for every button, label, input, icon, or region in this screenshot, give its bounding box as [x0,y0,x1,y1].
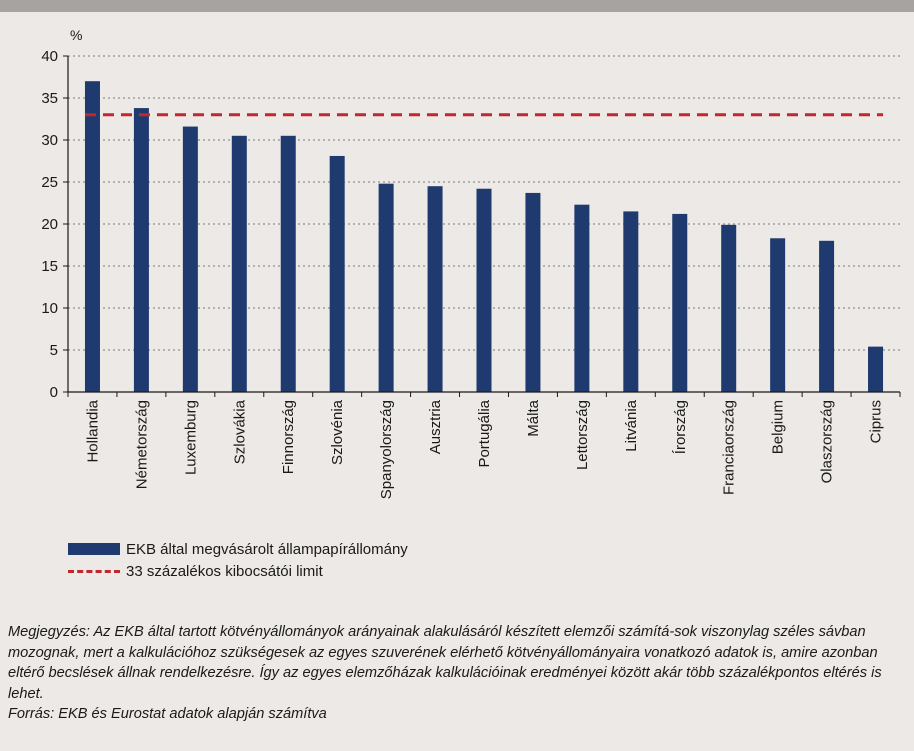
source-text: Forrás: EKB és Eurostat adatok alapján s… [8,706,327,722]
bar [329,155,345,392]
y-tick-label: 25 [41,174,58,191]
x-tick-label: Olaszország [819,400,836,483]
bar [182,126,198,392]
note-text: Megjegyzés: Az EKB által tartott kötvény… [8,624,882,702]
bars [84,81,884,393]
y-tick-label: 20 [41,216,58,233]
y-tick-label: 0 [50,384,58,401]
bar [427,186,443,392]
bar [476,188,492,392]
bar [623,211,639,392]
x-tick-label: Ausztria [427,399,444,454]
x-tick-label: Hollandia [84,399,101,462]
x-tick-label: Litvánia [623,399,640,451]
notes: Megjegyzés: Az EKB által tartott kötvény… [8,622,908,725]
bar [231,135,247,393]
x-tick-label: Ciprus [868,400,885,443]
legend-swatch-line [68,569,120,573]
bar [133,108,149,392]
y-tick-label: 15 [41,258,58,275]
legend-swatch-bar [68,543,120,555]
bar [868,346,884,392]
y-tick-label: 40 [41,48,58,65]
x-tick-label: Írország [672,400,689,454]
y-tick-label: 5 [50,342,58,359]
axis-labels: 0 5 10 15 20 25 30 35 40% Hollandia Németország Lux… [41,27,884,499]
bar [280,135,296,393]
x-tick-label: Spanyolország [378,400,395,499]
bar [525,192,541,392]
bar [574,204,590,392]
y-tick-label: 35 [41,90,58,107]
x-tick-label: Belgium [770,400,787,454]
x-tick-label: Szlovénia [329,399,346,465]
x-tick-label: Luxemburg [182,400,199,475]
x-tick-label: Lettország [574,400,591,470]
y-tick-label: 10 [41,300,58,317]
x-tick-label: Finnország [280,400,297,474]
x-tick-label: Szlovákia [231,399,248,464]
x-tick-label: Portugália [476,399,493,467]
bar-chart: 0 5 10 15 20 25 30 35 40% Hollandia Németország Lux… [41,27,901,499]
bar [84,81,100,392]
bar [378,183,394,392]
y-tick-label: 30 [41,132,58,149]
bar [721,224,737,392]
bar [770,238,786,392]
bar [672,213,688,392]
bar [819,240,835,392]
axes [63,55,901,397]
legend-label-bars: EKB által megvásárolt állampapírállomány [126,540,408,558]
legend-label-limit: 33 százalékos kibocsátói limit [126,562,323,580]
legend-item-bars: EKB által megvásárolt állampapírállomány [68,538,408,560]
legend: EKB által megvásárolt állampapírállomány… [68,538,408,582]
x-tick-label: Málta [525,399,542,436]
header-bar [0,0,914,12]
x-tick-label: Franciaország [721,400,738,495]
x-tick-label: Németország [133,400,150,489]
legend-item-limit: 33 százalékos kibocsátói limit [68,560,408,582]
y-axis-unit: % [70,27,82,43]
